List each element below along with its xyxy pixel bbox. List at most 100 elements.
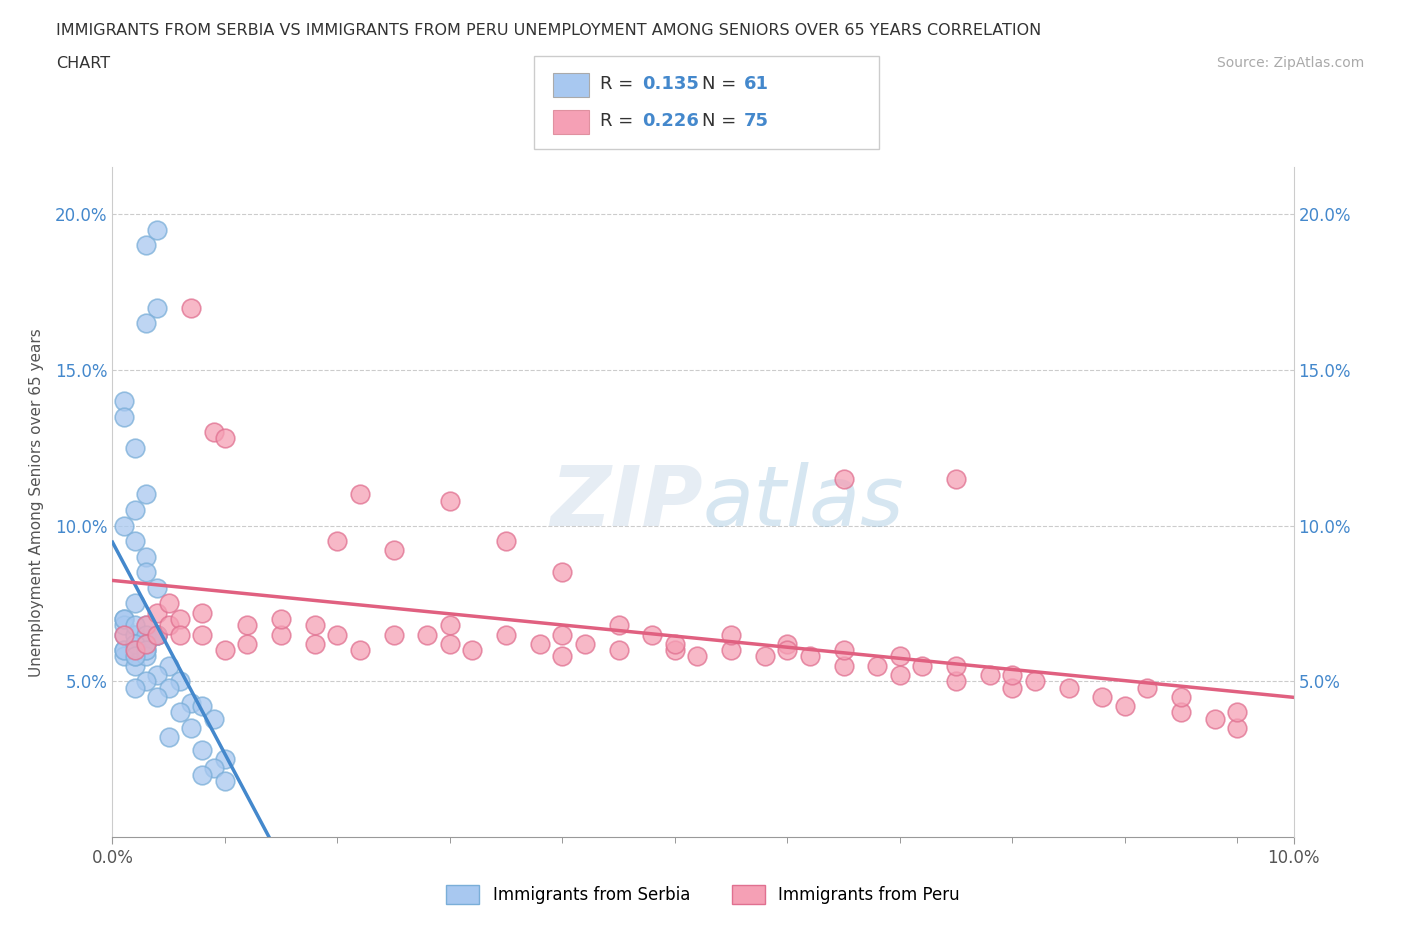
Point — [439, 493, 461, 508]
Point — [832, 472, 855, 486]
Point — [686, 649, 709, 664]
Point — [1114, 698, 1136, 713]
Point — [641, 627, 664, 642]
Point — [382, 543, 405, 558]
Point — [191, 742, 214, 757]
Point — [439, 618, 461, 632]
Point — [799, 649, 821, 664]
Point — [191, 698, 214, 713]
Text: 0.135: 0.135 — [643, 74, 699, 93]
Point — [146, 627, 169, 642]
Point — [124, 440, 146, 455]
Point — [304, 636, 326, 651]
Point — [169, 674, 191, 689]
Point — [112, 612, 135, 627]
Point — [112, 649, 135, 664]
Point — [135, 643, 157, 658]
Point — [1001, 668, 1024, 683]
Point — [135, 674, 157, 689]
Point — [146, 222, 169, 237]
Point — [112, 618, 135, 632]
Point — [157, 730, 180, 745]
Point — [349, 643, 371, 658]
Point — [529, 636, 551, 651]
Point — [776, 643, 799, 658]
Text: Source: ZipAtlas.com: Source: ZipAtlas.com — [1216, 56, 1364, 70]
Point — [146, 580, 169, 595]
Point — [1204, 711, 1226, 726]
Text: 75: 75 — [744, 113, 769, 130]
Point — [832, 643, 855, 658]
Point — [945, 472, 967, 486]
Point — [202, 425, 225, 440]
Point — [304, 618, 326, 632]
Point — [461, 643, 484, 658]
Point — [191, 767, 214, 782]
Text: R =: R = — [600, 74, 640, 93]
Point — [124, 618, 146, 632]
Point — [180, 721, 202, 736]
Point — [112, 643, 135, 658]
Point — [135, 315, 157, 330]
Point — [1226, 705, 1249, 720]
Point — [135, 649, 157, 664]
Point — [146, 605, 169, 620]
Point — [180, 300, 202, 315]
Text: 0.226: 0.226 — [643, 113, 699, 130]
Point — [146, 689, 169, 704]
Point — [124, 649, 146, 664]
Point — [135, 627, 157, 642]
Point — [214, 431, 236, 445]
Point — [157, 658, 180, 673]
Point — [112, 409, 135, 424]
Point — [112, 627, 135, 642]
Point — [191, 627, 214, 642]
Point — [236, 618, 259, 632]
Point — [214, 643, 236, 658]
Point — [146, 627, 169, 642]
Point — [607, 643, 630, 658]
Point — [135, 636, 157, 651]
Point — [112, 612, 135, 627]
Point — [146, 668, 169, 683]
Point — [1057, 680, 1080, 695]
Point — [754, 649, 776, 664]
Point — [157, 680, 180, 695]
Point — [146, 627, 169, 642]
Point — [1136, 680, 1159, 695]
Y-axis label: Unemployment Among Seniors over 65 years: Unemployment Among Seniors over 65 years — [30, 328, 44, 677]
Point — [135, 643, 157, 658]
Point — [270, 627, 292, 642]
Point — [607, 618, 630, 632]
Point — [495, 627, 517, 642]
Point — [866, 658, 889, 673]
Point — [551, 627, 574, 642]
Point — [146, 627, 169, 642]
Point — [664, 636, 686, 651]
Point — [349, 487, 371, 502]
Point — [911, 658, 934, 673]
Point — [135, 487, 157, 502]
Text: N =: N = — [702, 113, 741, 130]
Point — [124, 636, 146, 651]
Point — [180, 696, 202, 711]
Point — [157, 596, 180, 611]
Point — [112, 393, 135, 408]
Point — [135, 550, 157, 565]
Text: IMMIGRANTS FROM SERBIA VS IMMIGRANTS FROM PERU UNEMPLOYMENT AMONG SENIORS OVER 6: IMMIGRANTS FROM SERBIA VS IMMIGRANTS FRO… — [56, 23, 1042, 38]
Text: 61: 61 — [744, 74, 769, 93]
Point — [124, 636, 146, 651]
Point — [832, 658, 855, 673]
Point — [945, 674, 967, 689]
Point — [1001, 680, 1024, 695]
Point — [1091, 689, 1114, 704]
Point — [214, 774, 236, 789]
Point — [124, 649, 146, 664]
Point — [157, 618, 180, 632]
Point — [270, 612, 292, 627]
Point — [169, 627, 191, 642]
Point — [1170, 705, 1192, 720]
Point — [326, 534, 349, 549]
Point — [146, 300, 169, 315]
Point — [191, 605, 214, 620]
